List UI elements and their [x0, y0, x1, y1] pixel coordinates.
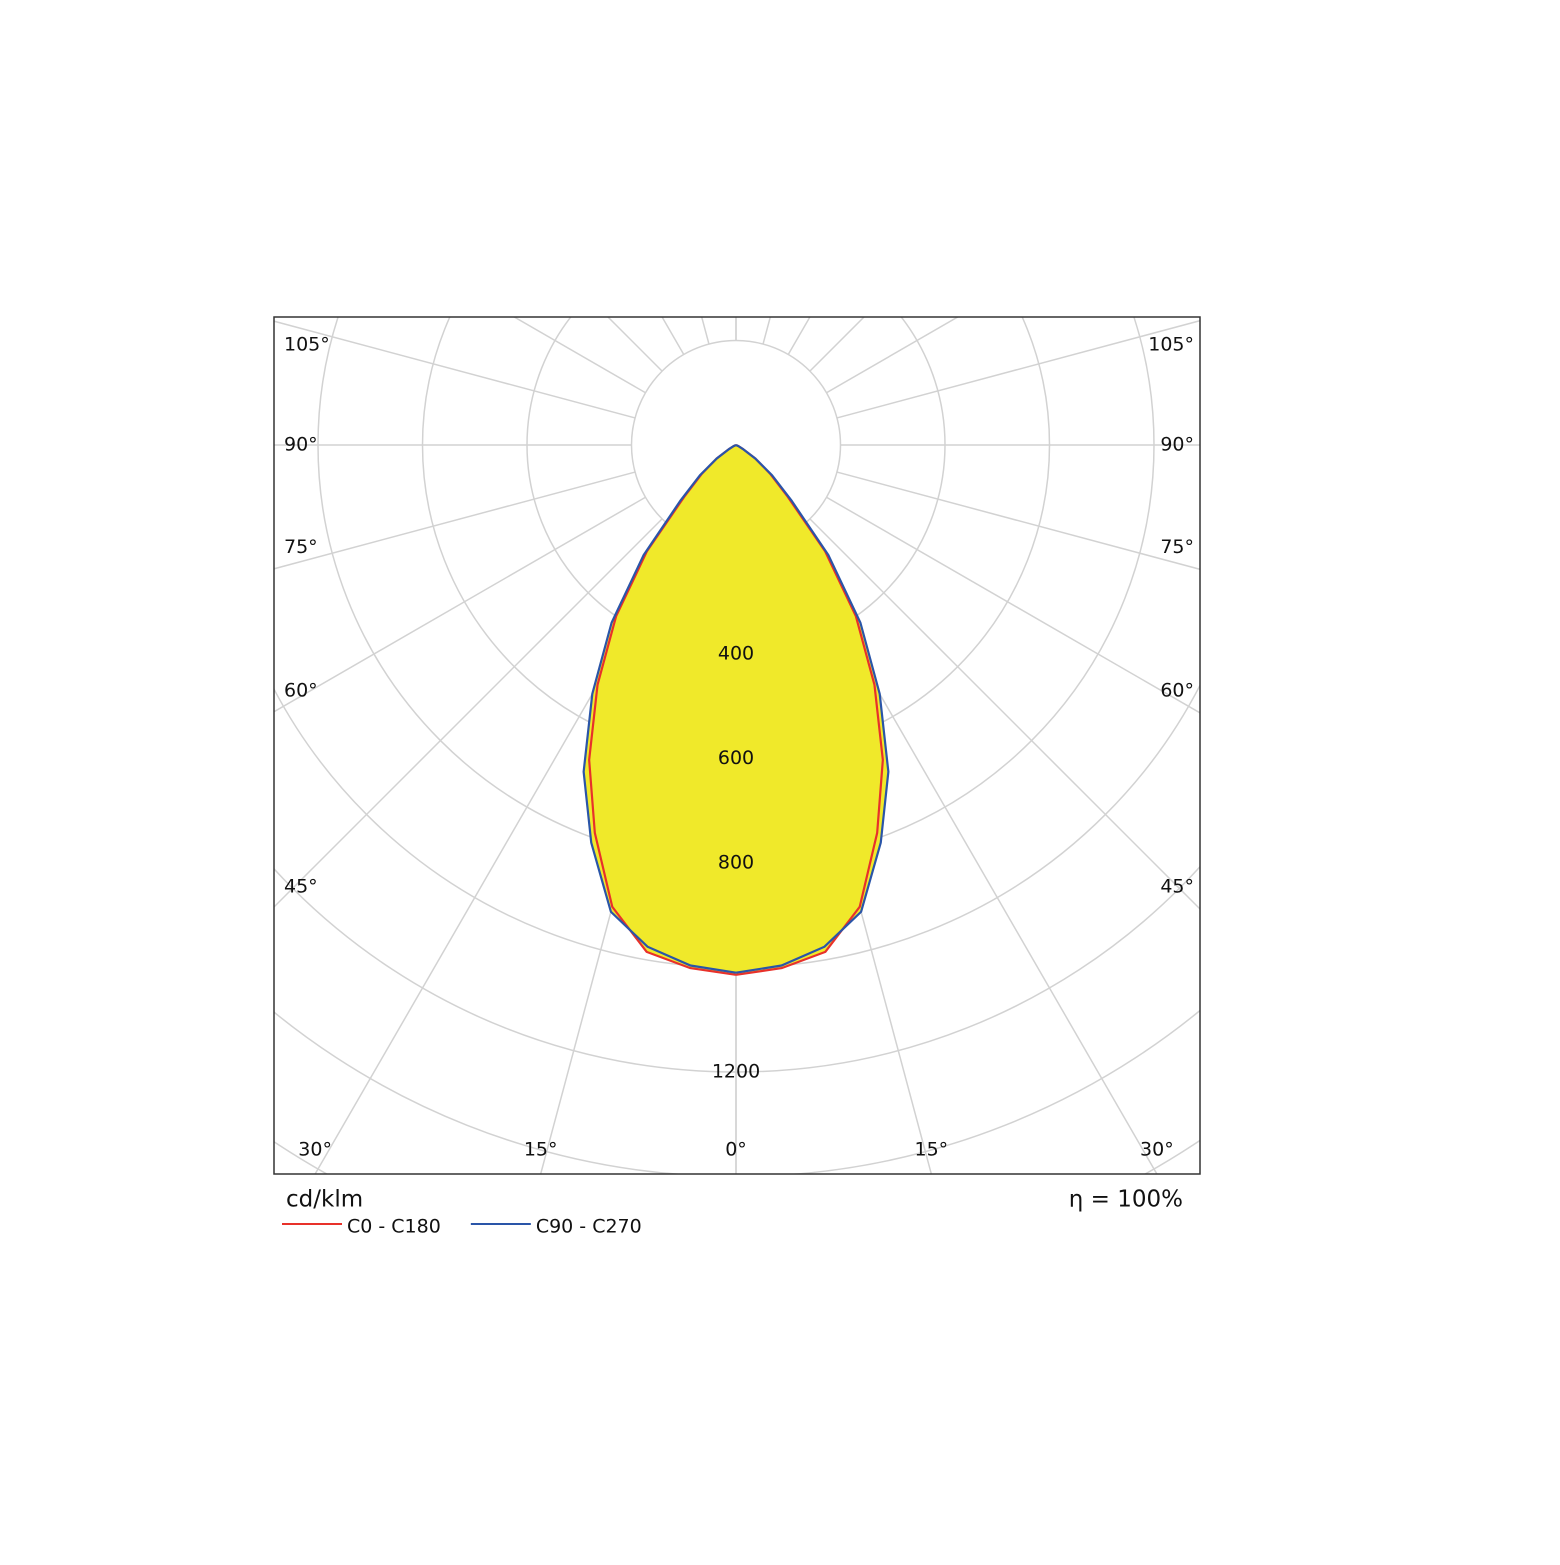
angle-tick-label: 90° [284, 434, 318, 456]
angle-tick-label: 60° [284, 679, 318, 701]
grid-spoke [809, 518, 1200, 911]
angle-tick-label: 15° [914, 1139, 948, 1161]
intensity-curve [735, 444, 890, 974]
intensity-curve [582, 444, 737, 974]
grid-spoke [762, 317, 772, 345]
grid-spoke [809, 317, 866, 372]
grid-spoke [274, 320, 636, 419]
angle-tick-label: 15° [524, 1139, 558, 1161]
angle-tick-label: 30° [298, 1139, 332, 1161]
grid-spoke [274, 471, 636, 570]
unit-label: cd/klm [286, 1187, 363, 1213]
grid-spoke [274, 518, 663, 909]
efficiency: η = 100% [1069, 1187, 1183, 1213]
grid-spoke [826, 496, 1200, 714]
angle-tick-label: 90° [1160, 434, 1194, 456]
angle-tick-label: 0° [725, 1139, 747, 1161]
angle-tick-label: 45° [1160, 876, 1194, 898]
grid-spoke [606, 317, 663, 372]
r-tick-label: 800 [718, 852, 754, 874]
r-tick-label: 1200 [712, 1061, 760, 1083]
angle-tick-label: 60° [1160, 679, 1194, 701]
plot-area [274, 317, 1200, 1174]
angle-tick-label: 45° [284, 876, 318, 898]
angle-tick-label: 75° [284, 536, 318, 558]
legend-label: C90 - C270 [536, 1216, 642, 1238]
angle-tick-label: 30° [1140, 1139, 1174, 1161]
grid-spoke [274, 496, 646, 713]
grid-spoke [836, 471, 1200, 571]
grid-spoke [661, 317, 685, 355]
intensity-fill [583, 445, 889, 973]
angle-tick-label: 105° [1148, 334, 1194, 356]
grid-spoke [787, 317, 811, 355]
r-tick-label: 400 [718, 643, 754, 665]
grid-spoke [836, 319, 1200, 419]
grid-spoke [700, 317, 710, 345]
legend-label: C0 - C180 [347, 1216, 441, 1238]
r-tick-label: 600 [718, 747, 754, 769]
angle-tick-label: 105° [284, 334, 330, 356]
legend: C0 - C180 C90 - C270 [282, 1216, 642, 1238]
frame [273, 316, 1201, 1175]
angle-tick-label: 75° [1160, 536, 1194, 558]
